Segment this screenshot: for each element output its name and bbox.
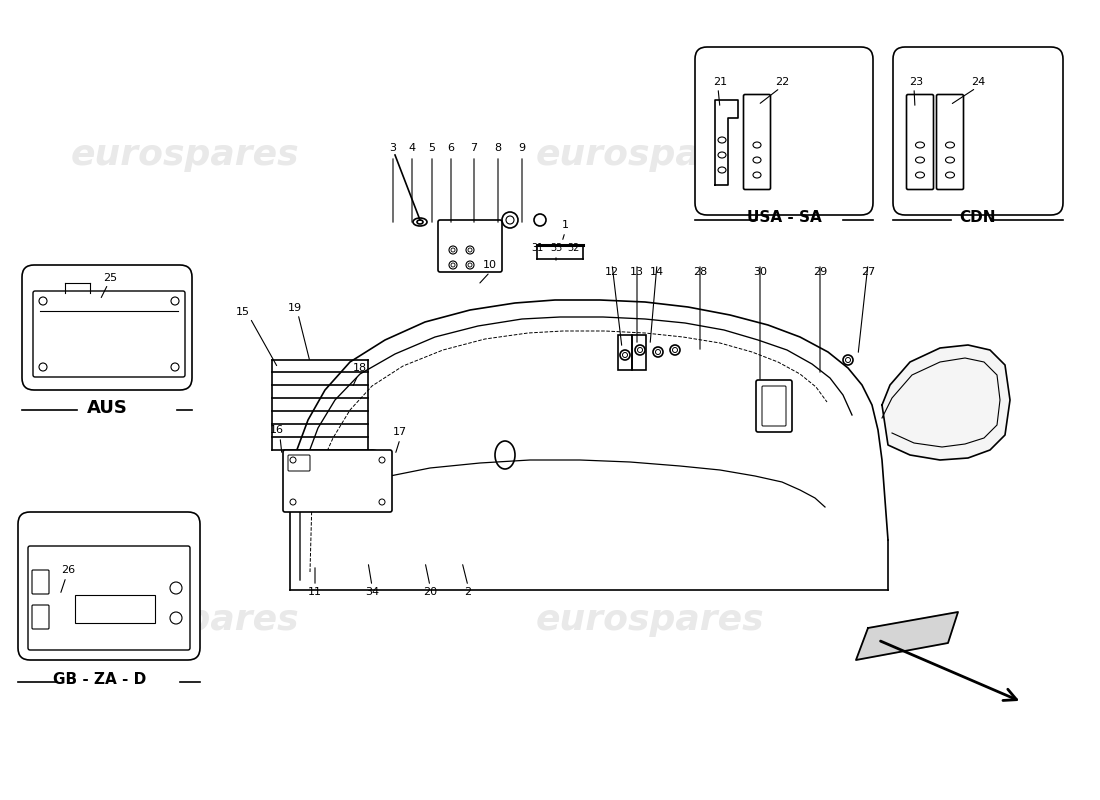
Text: 13: 13 [630,267,644,277]
Text: 8: 8 [494,143,502,153]
Text: 17: 17 [393,427,407,437]
Text: 15: 15 [236,307,250,317]
Text: 27: 27 [861,267,876,277]
Text: 23: 23 [909,77,923,87]
FancyBboxPatch shape [22,265,192,390]
Text: 31: 31 [531,243,543,253]
FancyBboxPatch shape [283,450,392,512]
Text: 21: 21 [713,77,727,87]
Text: 19: 19 [288,303,302,313]
Text: 4: 4 [408,143,416,153]
FancyBboxPatch shape [893,47,1063,215]
Text: 5: 5 [429,143,436,153]
Text: CDN: CDN [959,210,997,226]
Text: 3: 3 [389,143,396,153]
Polygon shape [856,612,958,660]
Text: 16: 16 [270,425,284,435]
Text: 10: 10 [483,260,497,270]
Text: 6: 6 [448,143,454,153]
Bar [75,595,155,623]
FancyBboxPatch shape [288,455,310,471]
Text: 9: 9 [518,143,526,153]
Text: AUS: AUS [87,399,128,417]
Text: 11: 11 [308,587,322,597]
Text: 22: 22 [774,77,789,87]
Text: 33: 33 [550,243,562,253]
Text: USA - SA: USA - SA [747,210,822,226]
Text: eurospares: eurospares [536,603,764,637]
Text: eurospares: eurospares [70,138,299,172]
Text: GB - ZA - D: GB - ZA - D [54,673,146,687]
Text: 25: 25 [103,273,117,283]
Text: 29: 29 [813,267,827,277]
Text: 2: 2 [464,587,472,597]
Text: 26: 26 [60,565,75,575]
Text: 14: 14 [650,267,664,277]
Text: 1: 1 [561,220,569,230]
Text: 28: 28 [693,267,707,277]
Text: 18: 18 [353,363,367,373]
Text: 24: 24 [971,77,986,87]
Text: 12: 12 [605,267,619,277]
FancyBboxPatch shape [695,47,873,215]
Bar [632,335,646,370]
Polygon shape [882,345,1010,460]
Text: 20: 20 [422,587,437,597]
FancyBboxPatch shape [18,512,200,660]
Text: eurospares: eurospares [536,138,764,172]
Text: 30: 30 [754,267,767,277]
Text: eurospares: eurospares [70,603,299,637]
Text: 34: 34 [365,587,380,597]
Bar [618,335,632,370]
Text: 32: 32 [568,243,580,253]
Text: 7: 7 [471,143,477,153]
